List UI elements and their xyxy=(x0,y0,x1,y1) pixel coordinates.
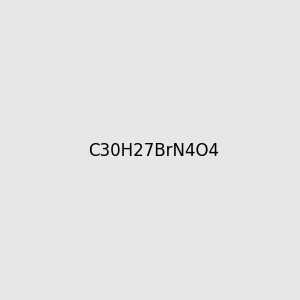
Text: C30H27BrN4O4: C30H27BrN4O4 xyxy=(88,142,219,160)
